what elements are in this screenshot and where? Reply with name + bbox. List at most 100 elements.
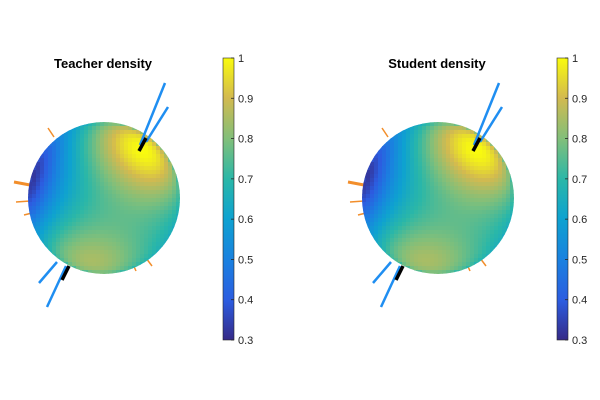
sphere-cell: [442, 162, 447, 167]
sphere-cell: [44, 166, 49, 171]
sphere-cell: [442, 138, 447, 143]
sphere-cell: [406, 166, 411, 171]
sphere-cell: [402, 142, 407, 147]
sphere-cell: [92, 154, 97, 159]
sphere-cell: [378, 146, 383, 151]
sphere-cell: [164, 182, 169, 187]
sphere-cell: [466, 222, 471, 227]
sphere-cell: [52, 186, 57, 191]
sphere-cell: [450, 246, 455, 251]
sphere-cell: [92, 266, 97, 271]
sphere-cell: [92, 198, 97, 203]
sphere-cell: [112, 170, 117, 175]
sphere-cell: [172, 174, 177, 179]
sphere-cell: [120, 150, 125, 155]
sphere-cell: [466, 206, 471, 211]
arrow-upper-2: [478, 106, 504, 143]
sphere-cell: [44, 230, 49, 235]
sphere-cell: [442, 258, 447, 263]
sphere-cell: [104, 154, 109, 159]
sphere-cell: [60, 254, 65, 259]
sphere-cell: [120, 226, 125, 231]
sphere-cell: [478, 218, 483, 223]
sphere-cell: [144, 258, 149, 263]
sphere-cell: [116, 234, 121, 239]
sphere-cell: [120, 154, 125, 159]
sphere-cell: [40, 190, 45, 195]
sphere-cell: [80, 214, 85, 219]
sphere-cell: [394, 210, 399, 215]
sphere-cell: [172, 186, 177, 191]
sphere-cell: [410, 234, 415, 239]
sphere-cell: [104, 214, 109, 219]
sphere-cell: [144, 186, 149, 191]
sphere-cell: [172, 202, 177, 207]
sphere-cell: [494, 198, 499, 203]
sphere-cell: [438, 186, 443, 191]
sphere-cell: [442, 202, 447, 207]
sphere-cell: [176, 174, 180, 179]
sphere-cell: [386, 174, 391, 179]
sphere-cell: [458, 150, 463, 155]
sphere-cell: [430, 250, 435, 255]
sphere-cell: [438, 198, 443, 203]
sphere-cell: [120, 122, 125, 127]
sphere-cell: [100, 198, 105, 203]
sphere-cell: [128, 190, 133, 195]
sphere-cell: [462, 186, 467, 191]
sphere-cell: [410, 174, 415, 179]
sphere-cell: [96, 210, 101, 215]
sphere-cell: [72, 210, 77, 215]
sphere-cell: [28, 198, 33, 203]
sphere-cell: [442, 194, 447, 199]
sphere-cell: [454, 150, 459, 155]
sphere-cell: [458, 178, 463, 183]
sphere-cell: [386, 138, 391, 143]
sphere-cell: [422, 166, 427, 171]
sphere-cell: [462, 146, 467, 151]
sphere-cell: [414, 162, 419, 167]
sphere-cell: [390, 158, 395, 163]
sphere-cell: [434, 262, 439, 267]
sphere-cell: [386, 202, 391, 207]
sphere-cell: [60, 262, 65, 267]
sphere-cell: [394, 154, 399, 159]
sphere-cell: [52, 142, 57, 147]
sphere-cell: [470, 218, 475, 223]
sphere-cell: [84, 258, 89, 263]
sphere-cell: [92, 206, 97, 211]
colorbar-tick-label: 0.3: [238, 335, 253, 347]
sphere-cell: [76, 186, 81, 191]
sphere-cell: [386, 210, 391, 215]
sphere-cell: [506, 198, 511, 203]
sphere-cell: [40, 214, 45, 219]
sphere-cell: [498, 222, 503, 227]
sphere-cell: [438, 206, 443, 211]
sphere-cell: [470, 170, 475, 175]
sphere-cell: [398, 158, 403, 163]
sphere-cell: [140, 210, 145, 215]
sphere-cell: [458, 262, 463, 267]
sphere-cell: [454, 270, 459, 274]
sphere-cell: [136, 130, 141, 135]
sphere-cell: [136, 166, 141, 171]
sphere-cell: [72, 138, 77, 143]
sphere-cell: [148, 222, 153, 227]
sphere-cell: [402, 182, 407, 187]
sphere-cell: [120, 230, 125, 235]
sphere-cell: [164, 218, 169, 223]
sphere-cell: [482, 206, 487, 211]
sphere-cell: [76, 218, 81, 223]
sphere-cell: [64, 226, 69, 231]
sphere-cell: [430, 194, 435, 199]
sphere-cell: [478, 178, 483, 183]
sphere-cell: [140, 198, 145, 203]
sphere-cell: [132, 230, 137, 235]
sphere-cell: [486, 190, 491, 195]
sphere-cell: [458, 218, 463, 223]
sphere-cell: [52, 246, 57, 251]
sphere-cell: [366, 226, 371, 231]
sphere-cell: [124, 198, 129, 203]
sphere-cell: [486, 222, 491, 227]
spike: [381, 127, 389, 138]
